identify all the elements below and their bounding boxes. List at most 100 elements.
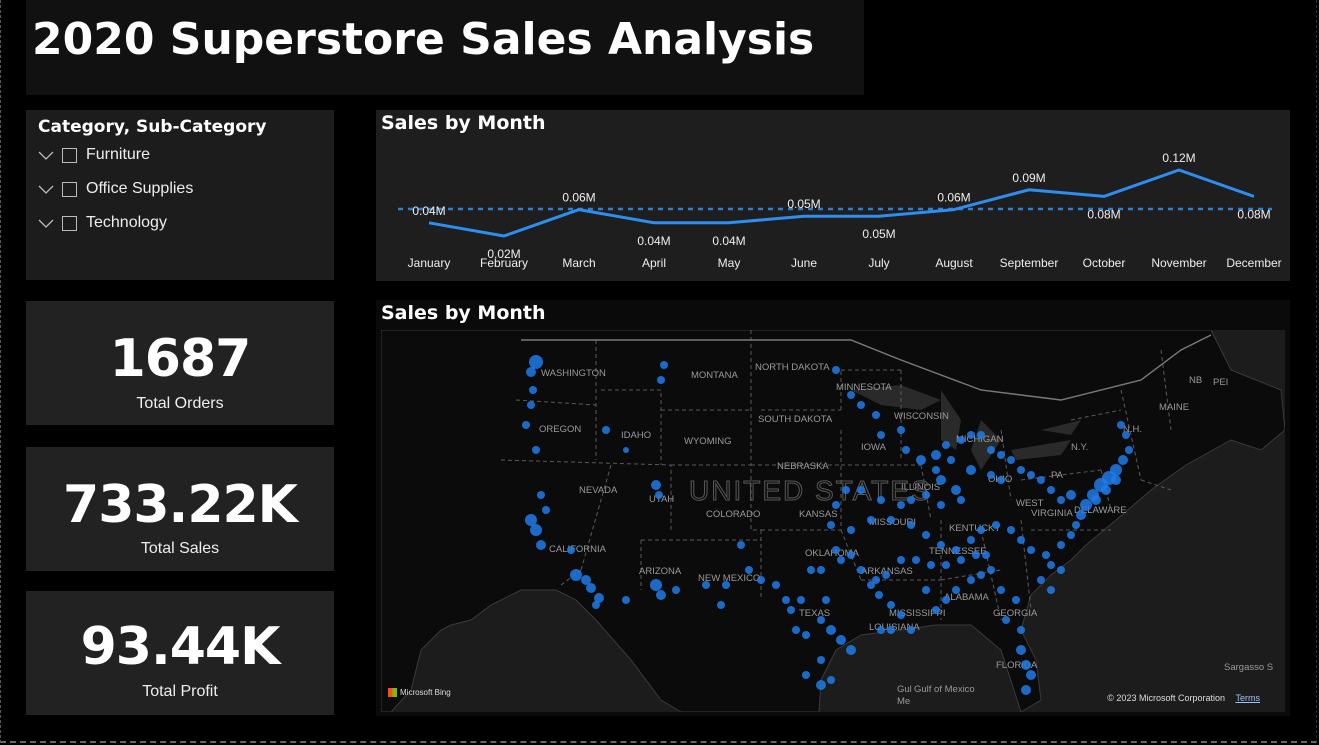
sales-point[interactable] xyxy=(972,551,980,559)
sales-point[interactable] xyxy=(832,501,840,509)
sales-point[interactable] xyxy=(887,601,895,609)
sales-point[interactable] xyxy=(877,496,885,504)
sales-point[interactable] xyxy=(847,551,855,559)
sales-point[interactable] xyxy=(936,475,946,485)
sales-point[interactable] xyxy=(875,591,883,599)
sales-point[interactable] xyxy=(997,451,1005,459)
sales-point[interactable] xyxy=(1118,455,1128,465)
sales-point[interactable] xyxy=(586,583,596,593)
sales-point[interactable] xyxy=(897,611,905,619)
chevron-down-icon[interactable] xyxy=(38,147,54,163)
sales-point[interactable] xyxy=(529,355,543,369)
sales-point[interactable] xyxy=(530,524,542,536)
sales-point[interactable] xyxy=(657,376,665,384)
sales-point[interactable] xyxy=(527,401,535,409)
sales-point[interactable] xyxy=(922,586,930,594)
sales-point[interactable] xyxy=(1021,685,1031,695)
sales-point[interactable] xyxy=(651,480,661,490)
sales-point[interactable] xyxy=(1027,546,1035,554)
sales-point[interactable] xyxy=(912,556,920,564)
sales-point[interactable] xyxy=(897,556,905,564)
sales-point[interactable] xyxy=(826,625,836,635)
sales-point[interactable] xyxy=(817,656,825,664)
sales-point[interactable] xyxy=(802,631,810,639)
sales-point[interactable] xyxy=(1047,486,1055,494)
sales-point[interactable] xyxy=(1057,541,1065,549)
sales-point[interactable] xyxy=(672,586,680,594)
sales-point[interactable] xyxy=(655,491,663,499)
sales-point[interactable] xyxy=(592,601,600,609)
sales-point[interactable] xyxy=(757,576,765,584)
sales-point[interactable] xyxy=(857,566,865,574)
sales-point[interactable] xyxy=(1027,471,1035,479)
sales-point[interactable] xyxy=(1012,596,1020,604)
sales-point[interactable] xyxy=(1042,551,1050,559)
sales-point[interactable] xyxy=(832,546,840,554)
sales-point[interactable] xyxy=(525,514,537,526)
sales-point[interactable] xyxy=(1037,476,1045,484)
sales-point[interactable] xyxy=(931,450,941,460)
sales-point[interactable] xyxy=(594,593,604,603)
sales-point[interactable] xyxy=(967,576,975,584)
chevron-down-icon[interactable] xyxy=(38,215,54,231)
sales-points[interactable] xyxy=(522,355,1133,695)
sales-point[interactable] xyxy=(977,526,985,534)
sales-point[interactable] xyxy=(660,361,668,369)
sales-point[interactable] xyxy=(987,446,995,454)
slicer-item-furniture[interactable]: Furniture xyxy=(38,143,150,167)
sales-point[interactable] xyxy=(952,546,960,554)
sales-point[interactable] xyxy=(922,491,930,499)
sales-point[interactable] xyxy=(717,601,725,609)
checkbox[interactable] xyxy=(62,181,77,197)
sales-point[interactable] xyxy=(1021,660,1031,670)
sales-point[interactable] xyxy=(1017,626,1025,634)
sales-point[interactable] xyxy=(977,571,985,579)
sales-point[interactable] xyxy=(877,431,885,439)
sales-point[interactable] xyxy=(916,455,926,465)
checkbox[interactable] xyxy=(62,215,77,231)
sales-point[interactable] xyxy=(932,466,940,474)
sales-point[interactable] xyxy=(782,596,790,604)
sales-point[interactable] xyxy=(623,447,629,453)
sales-point[interactable] xyxy=(887,516,895,524)
sales-point[interactable] xyxy=(957,556,965,564)
sales-point[interactable] xyxy=(887,626,895,634)
chevron-down-icon[interactable] xyxy=(38,181,54,197)
sales-point[interactable] xyxy=(542,506,550,514)
sales-point[interactable] xyxy=(656,590,666,600)
sales-point[interactable] xyxy=(702,581,710,589)
sales-point[interactable] xyxy=(957,436,965,444)
sales-point[interactable] xyxy=(907,496,915,504)
sales-point[interactable] xyxy=(1007,526,1015,534)
sales-point[interactable] xyxy=(797,596,805,604)
sales-point[interactable] xyxy=(847,526,855,534)
sales-point[interactable] xyxy=(622,596,630,604)
sales-point[interactable] xyxy=(1017,466,1025,474)
sales-point[interactable] xyxy=(832,366,840,374)
sales-point[interactable] xyxy=(942,596,950,604)
sales-point[interactable] xyxy=(1037,576,1045,584)
sales-point[interactable] xyxy=(1016,645,1026,655)
sales-point[interactable] xyxy=(882,571,890,579)
sales-point[interactable] xyxy=(1067,531,1075,539)
sales-point[interactable] xyxy=(932,606,940,614)
sales-point[interactable] xyxy=(816,680,826,690)
category-slicer[interactable]: Category, Sub-Category Furniture Office … xyxy=(26,110,334,280)
sales-point[interactable] xyxy=(867,516,875,524)
sales-point[interactable] xyxy=(1101,485,1111,495)
sales-point[interactable] xyxy=(1076,510,1086,520)
sales-point[interactable] xyxy=(957,496,965,504)
sales-point[interactable] xyxy=(1047,586,1055,594)
sales-point[interactable] xyxy=(1017,536,1025,544)
sales-point[interactable] xyxy=(522,421,530,429)
sales-point[interactable] xyxy=(897,501,905,509)
sales-point[interactable] xyxy=(837,556,845,564)
sales-point[interactable] xyxy=(997,586,1005,594)
sales-point[interactable] xyxy=(536,540,546,550)
sales-point[interactable] xyxy=(846,645,856,655)
sales-point[interactable] xyxy=(997,476,1005,484)
sales-map-visual[interactable]: Sales by Month WASHINGTON OREGON IDAHO M… xyxy=(376,300,1290,716)
sales-point[interactable] xyxy=(942,561,950,569)
sales-point[interactable] xyxy=(877,626,885,634)
